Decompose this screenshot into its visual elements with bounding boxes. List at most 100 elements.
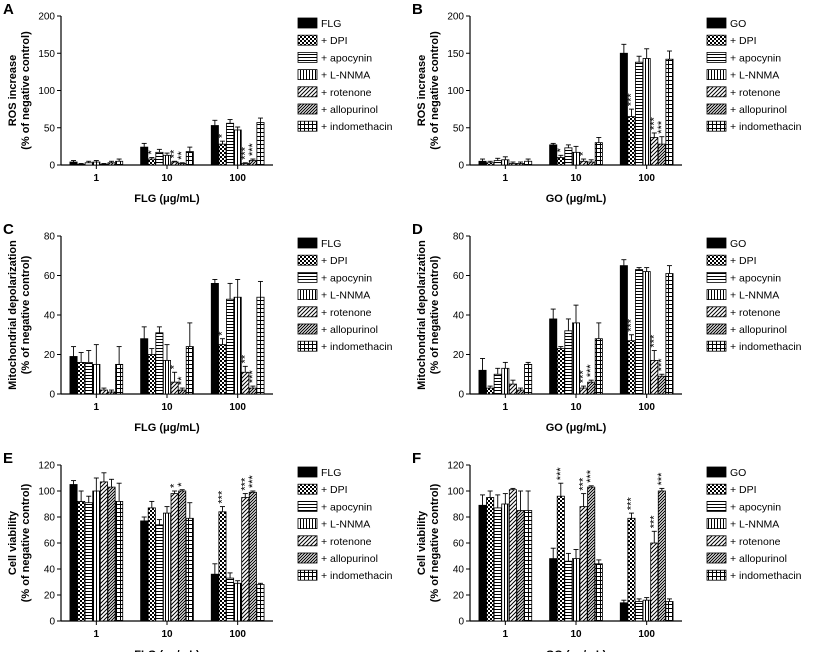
significance-marker: *** bbox=[585, 364, 597, 378]
chart-panel-a: A 0 50 100 150 200 ROS increase (% of negative … bbox=[3, 1, 393, 205]
bar bbox=[486, 162, 495, 166]
bar bbox=[107, 486, 116, 622]
chart-panel-b: B 0 50 100 150 200 ROS increase (% of negative … bbox=[412, 1, 802, 205]
legend-label: + allopurinol bbox=[321, 324, 378, 336]
bar bbox=[99, 163, 108, 166]
x-axis-title: GO (μg/mL) bbox=[546, 422, 607, 434]
bar bbox=[587, 486, 596, 622]
legend-swatch bbox=[297, 569, 318, 581]
legend-label: + DPI bbox=[321, 35, 348, 47]
y-axis-title: ROS increase bbox=[7, 55, 19, 127]
legend-label: FLG bbox=[321, 238, 341, 250]
bar bbox=[107, 391, 116, 395]
legend-swatch bbox=[297, 254, 318, 266]
bar bbox=[627, 517, 636, 622]
legend-swatch bbox=[706, 103, 727, 115]
y-tick-label: 60 bbox=[453, 539, 465, 550]
bar bbox=[642, 271, 651, 395]
y-axis-title: Cell viability bbox=[7, 510, 19, 575]
chart-panel-f: F 0 20 40 60 80 100 120 Cell viability (% of nega… bbox=[412, 450, 802, 652]
bar bbox=[248, 387, 257, 395]
x-axis-title: GO (μg/mL) bbox=[546, 193, 607, 205]
y-axis-title: Cell viability bbox=[416, 510, 428, 575]
bar bbox=[493, 507, 502, 622]
x-tick-label: 1 bbox=[94, 402, 100, 413]
y-tick-label: 50 bbox=[453, 123, 465, 134]
legend-swatch bbox=[297, 500, 318, 512]
legend-label: + apocynin bbox=[730, 272, 781, 284]
significance-marker: ** bbox=[176, 150, 188, 159]
legend-label: GO bbox=[730, 238, 746, 250]
significance-marker: *** bbox=[239, 477, 251, 491]
bar bbox=[657, 143, 666, 166]
y-axis-title: Mitochondrial depolarization bbox=[7, 240, 19, 390]
legend-swatch bbox=[297, 120, 318, 132]
bar bbox=[486, 387, 495, 395]
legend-label: + apocynin bbox=[730, 52, 781, 64]
legend-label: + DPI bbox=[321, 484, 348, 496]
y-tick-label: 20 bbox=[44, 350, 56, 361]
bar bbox=[501, 159, 510, 166]
bar bbox=[115, 160, 124, 166]
y-tick-label: 40 bbox=[44, 565, 56, 576]
legend-swatch bbox=[706, 237, 727, 249]
y-tick-label: 100 bbox=[38, 487, 55, 498]
x-axis-title: FLG (μg/mL) bbox=[134, 422, 200, 434]
bar bbox=[226, 122, 235, 166]
x-tick-label: 1 bbox=[503, 173, 509, 184]
bar bbox=[92, 161, 101, 166]
legend-label: + apocynin bbox=[730, 501, 781, 513]
significance-marker: * bbox=[169, 364, 181, 369]
bar bbox=[178, 389, 187, 395]
legend-swatch bbox=[706, 17, 727, 29]
bar bbox=[524, 510, 533, 622]
bar bbox=[233, 296, 242, 395]
significance-marker: *** bbox=[648, 116, 660, 130]
legend-label: + apocynin bbox=[321, 52, 372, 64]
bar bbox=[226, 298, 235, 395]
legend-label: + L-NNMA bbox=[730, 290, 779, 302]
legend-swatch bbox=[297, 86, 318, 98]
legend-swatch bbox=[706, 518, 727, 529]
bar bbox=[478, 160, 487, 166]
legend-swatch bbox=[297, 52, 318, 63]
y-axis-subtitle: (% of negative control) bbox=[20, 255, 32, 374]
bar bbox=[486, 497, 495, 622]
significance-marker: *** bbox=[247, 142, 259, 156]
bar bbox=[579, 160, 588, 166]
x-tick-label: 10 bbox=[570, 402, 582, 413]
bar bbox=[594, 563, 603, 622]
bar bbox=[556, 157, 565, 166]
bar bbox=[84, 502, 93, 622]
legend-label: + rotenone bbox=[321, 87, 372, 99]
bar bbox=[493, 160, 502, 166]
bar bbox=[178, 163, 187, 166]
y-axis-subtitle: (% of negative control) bbox=[429, 255, 441, 374]
bar bbox=[556, 348, 565, 395]
bar bbox=[627, 116, 636, 166]
bar bbox=[516, 510, 525, 622]
legend-swatch bbox=[706, 323, 727, 335]
bar bbox=[524, 160, 533, 166]
bar bbox=[579, 387, 588, 395]
y-axis-subtitle: (% of negative control) bbox=[20, 483, 32, 602]
y-axis-subtitle: (% of negative control) bbox=[20, 31, 32, 150]
x-tick-label: 100 bbox=[229, 173, 246, 184]
legend-swatch bbox=[706, 34, 727, 46]
legend-label: + rotenone bbox=[730, 536, 781, 548]
legend-swatch bbox=[297, 535, 318, 547]
bar bbox=[619, 602, 628, 622]
bar bbox=[642, 599, 651, 622]
legend-swatch bbox=[297, 323, 318, 335]
bar bbox=[549, 318, 558, 395]
bar bbox=[84, 162, 93, 166]
y-axis-subtitle: (% of negative control) bbox=[429, 31, 441, 150]
bar bbox=[524, 363, 533, 395]
y-tick-label: 20 bbox=[453, 591, 465, 602]
legend-swatch bbox=[706, 120, 727, 132]
bar bbox=[650, 542, 659, 622]
bar bbox=[92, 490, 101, 622]
y-axis-subtitle: (% of negative control) bbox=[429, 483, 441, 602]
significance-marker: *** bbox=[239, 146, 251, 160]
significance-marker: *** bbox=[247, 370, 259, 384]
